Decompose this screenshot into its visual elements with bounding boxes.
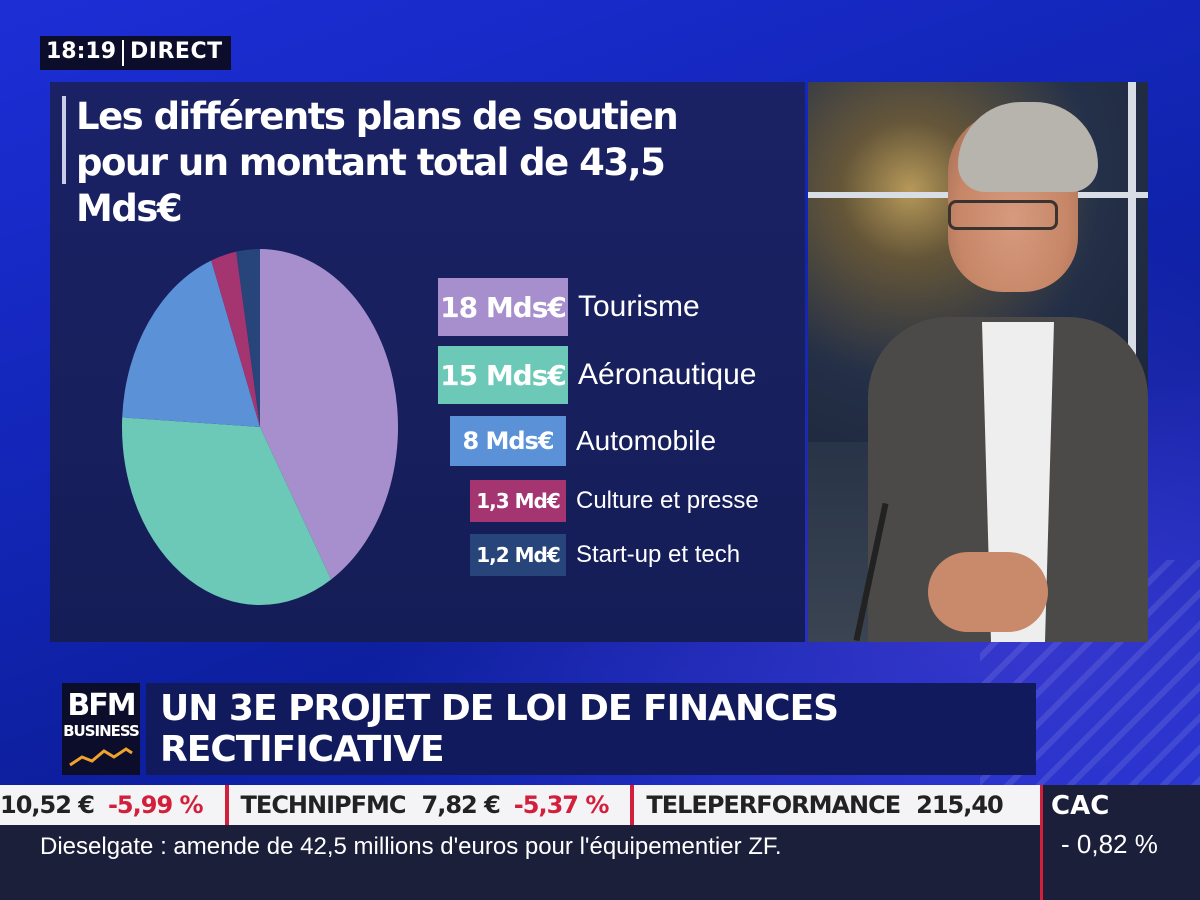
legend-item: 1,2 Md€ Start-up et tech bbox=[470, 534, 740, 576]
ticker-price: 7,82 € bbox=[421, 791, 501, 819]
live-badge-separator bbox=[122, 40, 125, 66]
legend-value: 18 Mds€ bbox=[438, 278, 568, 336]
legend-item: 15 Mds€ Aéronautique bbox=[438, 346, 756, 404]
ticker-name: TECHNIPFMC bbox=[240, 791, 407, 819]
studio-camera-feed bbox=[808, 82, 1148, 642]
pie-slice-2 bbox=[122, 260, 260, 427]
legend-item: 18 Mds€ Tourisme bbox=[438, 278, 700, 336]
infographic-title: Les différents plans de soutien pour un … bbox=[76, 94, 776, 232]
ticker-separator bbox=[224, 785, 229, 825]
logo-text-2: BUSINESS bbox=[63, 722, 140, 740]
legend-label: Start-up et tech bbox=[576, 541, 741, 568]
live-badge: 18:19 DIRECT bbox=[40, 36, 231, 70]
title-line-2: pour un montant total de 43,5 Mds€ bbox=[76, 141, 666, 230]
pie-slice-0 bbox=[260, 249, 399, 580]
broadcast-time: 18:19 bbox=[46, 39, 117, 64]
pie-chart bbox=[121, 249, 399, 606]
channel-logo: BFM BUSINESS bbox=[62, 683, 140, 775]
legend-value: 1,2 Md€ bbox=[470, 534, 566, 576]
ticker-name: TELEPERFORMANCE bbox=[646, 791, 901, 819]
legend-item: 8 Mds€ Automobile bbox=[450, 416, 716, 466]
legend-label: Tourisme bbox=[578, 290, 700, 323]
legend-label: Aéronautique bbox=[578, 358, 757, 391]
ticker-change: -5,99 % bbox=[107, 791, 204, 819]
guest-hair bbox=[958, 102, 1098, 192]
legend-value: 15 Mds€ bbox=[438, 346, 568, 404]
ticker-price: 10,52 € bbox=[0, 791, 95, 819]
ticker-item: 10,52 € -5,99 % bbox=[0, 785, 213, 825]
legend-value: 1,3 Md€ bbox=[470, 480, 566, 522]
legend-value: 8 Mds€ bbox=[450, 416, 566, 466]
pie-slice-1 bbox=[121, 417, 332, 606]
news-crawl: Dieselgate : amende de 42,5 millions d'e… bbox=[0, 825, 1040, 900]
stock-ticker: 10,52 € -5,99 % TECHNIPFMC 7,82 € -5,37 … bbox=[0, 785, 1040, 825]
logo-text-1: BFM bbox=[67, 688, 136, 723]
headline-banner: UN 3E PROJET DE LOI DE FINANCES RECTIFIC… bbox=[146, 683, 1036, 775]
index-change: - 0,82 % bbox=[1061, 829, 1158, 859]
pie-slice-4 bbox=[236, 249, 260, 427]
guest-hands bbox=[928, 552, 1048, 632]
legend-label: Automobile bbox=[576, 425, 717, 456]
market-index: CAC - 0,82 % bbox=[1040, 785, 1200, 900]
live-label: DIRECT bbox=[130, 39, 223, 64]
ticker-price: 215,40 bbox=[916, 791, 1004, 819]
title-accent-bar bbox=[62, 96, 66, 184]
ticker-item: TELEPERFORMANCE 215,40 bbox=[646, 785, 1016, 825]
pie-slice-3 bbox=[211, 251, 260, 427]
ticker-separator bbox=[630, 785, 635, 825]
title-line-1: Les différents plans de soutien bbox=[76, 95, 679, 138]
guest-glasses bbox=[948, 200, 1058, 230]
legend-label: Culture et presse bbox=[576, 487, 759, 514]
legend-item: 1,3 Md€ Culture et presse bbox=[470, 480, 759, 522]
infographic-panel: Les différents plans de soutien pour un … bbox=[50, 82, 805, 642]
index-name: CAC bbox=[1051, 791, 1110, 821]
ticker-item: TECHNIPFMC 7,82 € -5,37 % bbox=[241, 785, 619, 825]
ticker-change: -5,37 % bbox=[513, 791, 610, 819]
logo-chart-icon bbox=[69, 747, 133, 767]
